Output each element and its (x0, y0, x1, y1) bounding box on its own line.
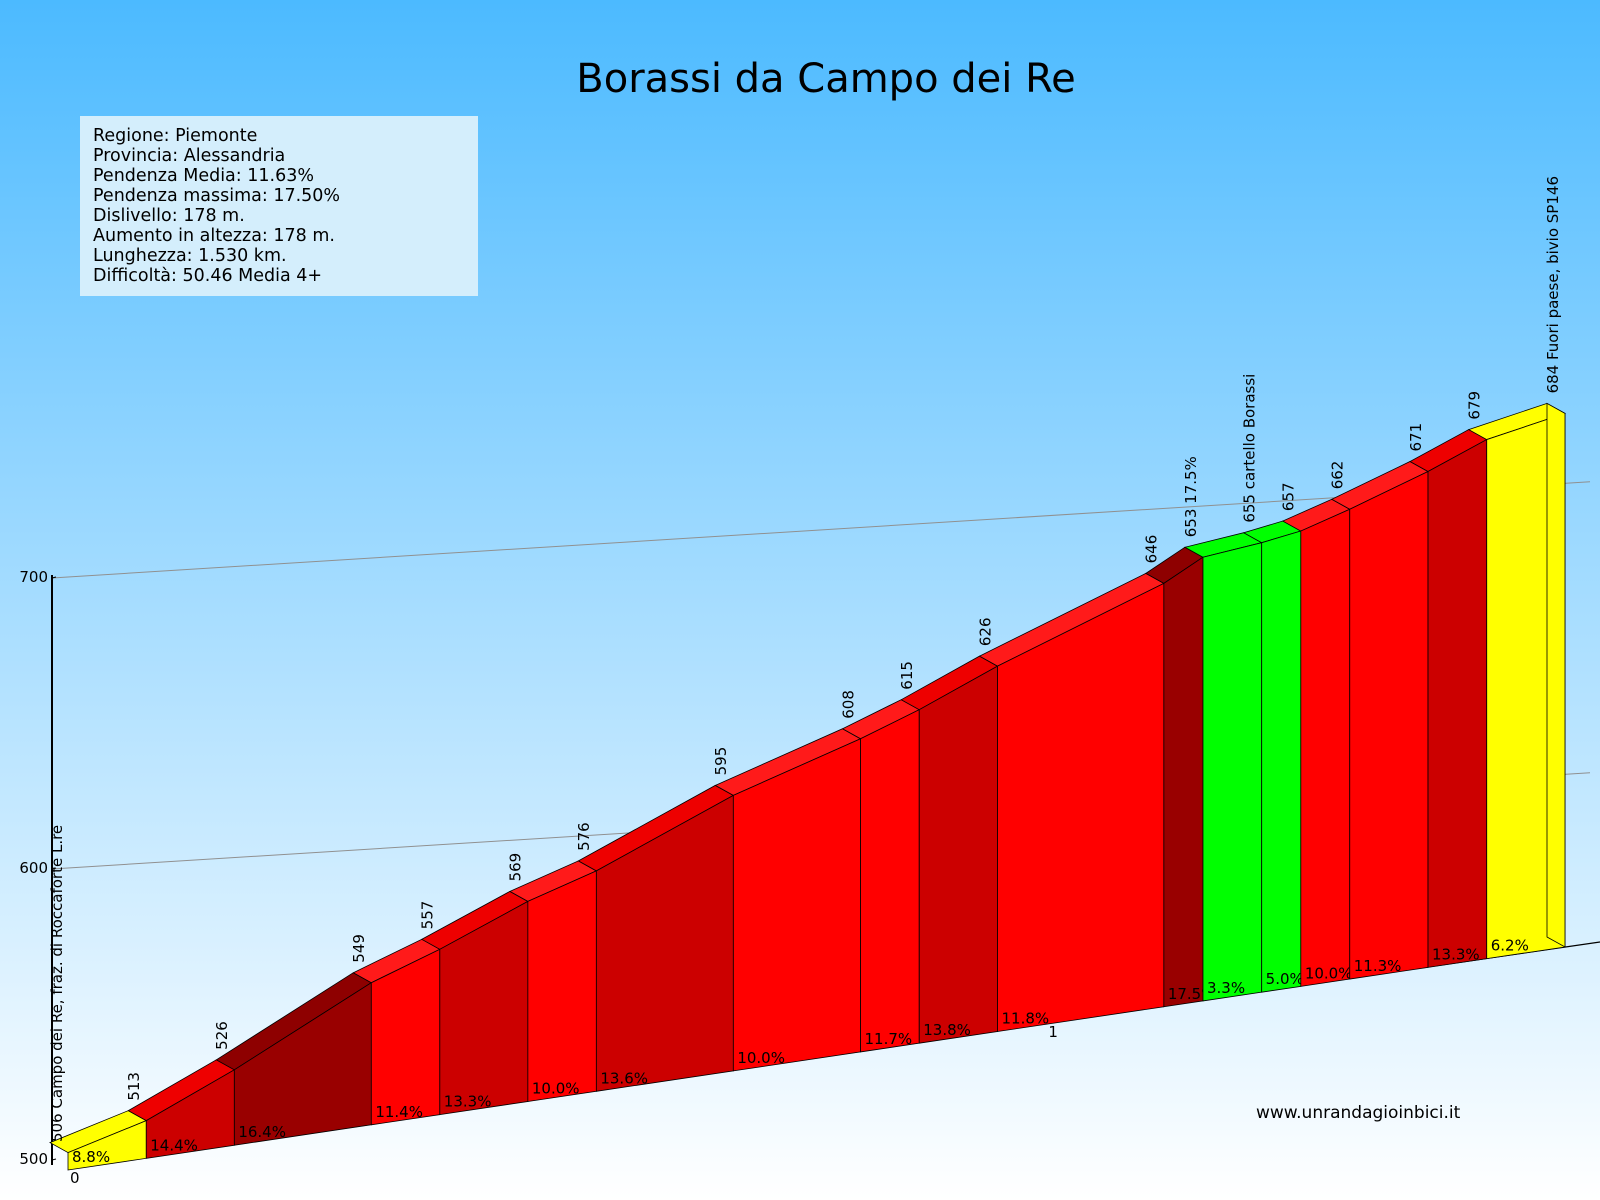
segment-front-face (1163, 556, 1204, 1008)
segment-18: 6.2% (1467, 402, 1566, 960)
segment-grade-label: 10.0% (1305, 964, 1353, 982)
segment-14: 5.0% (1242, 520, 1304, 993)
segment-13: 3.3% (1183, 532, 1263, 1002)
altitude-label: 576 (575, 822, 593, 851)
segment-front-face (1261, 530, 1302, 993)
info-max-grade: Pendenza massima: 17.50% (93, 186, 341, 206)
profile-segments: 8.8%14.4%16.4%11.4%13.3%10.0%13.6%10.0%1… (49, 402, 1566, 1171)
info-box: Regione: Piemonte Provincia: Alessandria… (80, 116, 478, 296)
info-difficulty: Difficoltà: 50.46 Media 4+ (93, 266, 323, 286)
segment-7: 13.6% (577, 784, 735, 1092)
segment-16: 11.3% (1330, 461, 1429, 980)
segment-grade-label: 10.0% (737, 1049, 785, 1067)
y-tick-label-600: 600 (19, 859, 48, 877)
segment-8: 10.0% (714, 728, 862, 1072)
segment-grade-label: 13.6% (600, 1069, 648, 1087)
altitude-label: 657 (1280, 482, 1298, 511)
altitude-label: 526 (213, 1021, 231, 1050)
gridline-700 (51, 481, 1591, 579)
segment-grade-label: 11.7% (865, 1030, 913, 1048)
segment-grade-label: 11.4% (375, 1103, 423, 1121)
segment-4: 11.4% (352, 938, 441, 1126)
segment-front-face (1300, 508, 1351, 987)
segment-17: 13.3% (1409, 429, 1488, 968)
segment-front-face (918, 665, 998, 1044)
segment-front-face (732, 738, 861, 1072)
altitude-label: 626 (976, 617, 994, 646)
y-tick-700 (51, 576, 57, 579)
info-region: Regione: Piemonte (93, 126, 258, 146)
altitude-label: 684 Fuori paese, bivio SP146 (1544, 176, 1562, 393)
segment-grade-label: 6.2% (1491, 937, 1529, 955)
segment-grade-label: 11.3% (1354, 957, 1402, 975)
info-average-grade: Pendenza Media: 11.63% (93, 166, 314, 186)
altitude-label: 506 Campo dei Re, fraz. di Roccaforte L.… (48, 825, 66, 1142)
segment-front-face (1202, 542, 1263, 1002)
altitude-label: 646 (1143, 535, 1161, 564)
info-length: Lunghezza: 1.530 km. (93, 246, 287, 266)
altitude-label: 679 (1466, 391, 1484, 420)
segment-grade-label: 8.8% (72, 1148, 110, 1166)
segment-grade-label: 11.8% (1002, 1010, 1050, 1028)
segment-grade-label: 10.0% (532, 1079, 580, 1097)
altitude-label: 557 (419, 901, 437, 930)
y-tick-label-700: 700 (19, 568, 48, 586)
segment-front-face (1349, 470, 1429, 980)
profile-end-cap (1546, 402, 1566, 948)
segment-10: 13.8% (900, 655, 999, 1044)
info-height-increase: Aumento in altezza: 178 m. (93, 226, 335, 246)
y-tick-500 (51, 1158, 57, 1161)
altitude-label: 608 (839, 690, 857, 719)
segment-9: 11.7% (841, 699, 921, 1053)
website-credit: www.unrandagioinbici.it (1256, 1103, 1461, 1123)
segment-grade-label: 13.3% (444, 1093, 492, 1111)
segment-front-face (527, 870, 597, 1102)
segment-15: 10.0% (1281, 498, 1353, 987)
segment-grade-label: 16.4% (238, 1123, 286, 1141)
y-tick-label-500: 500 (19, 1150, 48, 1168)
altitude-labels: 506 Campo dei Re, fraz. di Roccaforte L.… (48, 176, 1562, 1142)
segment-grade-label: 13.8% (923, 1021, 971, 1039)
x-tick-label-1: 1 (1048, 1023, 1058, 1041)
altitude-label: 671 (1407, 423, 1425, 452)
y-tick-600 (51, 867, 57, 870)
segment-grade-label: 14.4% (150, 1136, 198, 1154)
x-tick-label-0: 0 (70, 1169, 80, 1187)
segment-front-face (1427, 438, 1488, 968)
segment-1: 8.8% (49, 1110, 148, 1171)
info-province: Provincia: Alessandria (93, 146, 286, 166)
segment-2: 14.4% (127, 1059, 236, 1159)
segment-front-face (860, 709, 920, 1053)
altitude-label: 595 (712, 747, 730, 776)
segment-5: 13.3% (420, 890, 529, 1116)
altitude-label: 513 (125, 1072, 143, 1101)
altitude-label: 549 (350, 934, 368, 963)
segment-grade-label: 13.3% (1432, 945, 1480, 963)
altitude-label: 662 (1329, 461, 1347, 490)
chart-title: Borassi da Campo dei Re (576, 56, 1075, 102)
info-elevation-gain: Dislivello: 178 m. (93, 206, 245, 226)
altitude-label: 653 17.5% (1182, 456, 1200, 537)
segment-3: 16.4% (215, 972, 373, 1146)
segment-grade-label: 5.0% (1266, 970, 1304, 988)
segment-6: 10.0% (508, 860, 598, 1102)
altitude-label: 569 (507, 853, 525, 882)
altitude-label: 615 (898, 661, 916, 690)
segment-grade-label: 3.3% (1207, 979, 1245, 997)
altitude-label: 655 cartello Borassi (1240, 374, 1258, 523)
segment-11: 11.8% (978, 572, 1165, 1032)
